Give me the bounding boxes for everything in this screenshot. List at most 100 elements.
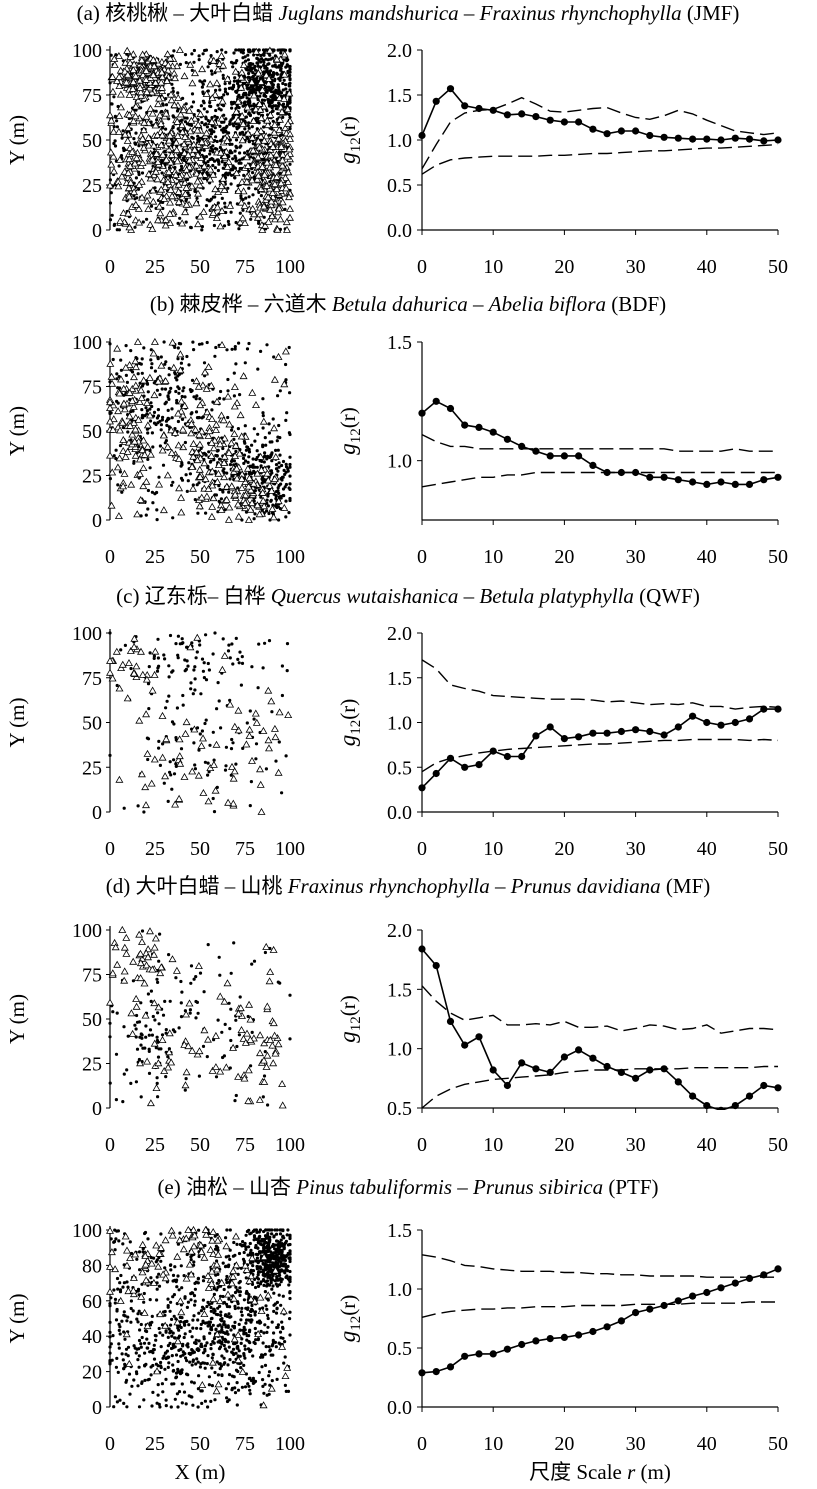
point-dot: [243, 1356, 247, 1360]
point-dot: [176, 653, 180, 657]
point-dot: [234, 159, 239, 163]
observed-point: [660, 473, 668, 481]
point-dot: [163, 657, 167, 661]
point-triangle: [249, 146, 258, 154]
point-dot: [190, 105, 194, 109]
point-triangle: [265, 481, 274, 489]
point-dot: [225, 1228, 229, 1232]
point-dot: [167, 664, 171, 668]
point-dot: [286, 1228, 290, 1232]
point-dot: [162, 781, 166, 785]
observed-point: [632, 127, 640, 135]
point-dot: [203, 48, 207, 53]
point-dot: [243, 1244, 247, 1248]
point-dot: [161, 463, 166, 467]
point-triangle: [133, 510, 142, 518]
point-triangle: [137, 770, 146, 778]
point-dot: [118, 470, 122, 474]
point-triangle: [194, 771, 203, 779]
observed-point: [717, 1106, 725, 1110]
point-dot: [161, 1013, 166, 1017]
point-dot: [288, 100, 292, 104]
observed-point: [589, 125, 597, 133]
point-dot: [242, 1325, 246, 1329]
point-triangle: [218, 207, 226, 214]
point-triangle: [131, 216, 140, 224]
point-triangle: [278, 1079, 287, 1087]
point-dot: [211, 730, 215, 734]
point-triangle: [227, 439, 236, 447]
point-dot: [149, 1276, 153, 1280]
point-triangle: [264, 736, 273, 744]
point-triangle: [126, 178, 135, 186]
panel-label: (a): [77, 1, 106, 25]
point-dot: [220, 48, 224, 52]
observed-point: [432, 769, 440, 778]
point-dot: [272, 1309, 276, 1313]
x-tick-label: 100: [275, 546, 305, 568]
point-dot: [178, 642, 182, 646]
observed-point: [774, 473, 782, 481]
point-dot: [169, 1263, 173, 1267]
point-dot: [222, 470, 226, 475]
point-triangle: [224, 798, 233, 806]
y-label-argument: (r): [336, 407, 360, 428]
point-dot: [134, 1027, 138, 1031]
point-dot: [205, 340, 209, 345]
point-dot: [283, 1383, 287, 1387]
point-dot: [233, 1099, 237, 1103]
point-dot: [276, 48, 280, 52]
x-tick-label: 0: [105, 1433, 115, 1455]
point-triangle: [270, 180, 279, 188]
point-dot: [261, 414, 265, 418]
point-triangle: [248, 388, 257, 396]
point-dot: [232, 437, 236, 441]
point-dot: [133, 225, 137, 229]
point-triangle: [159, 431, 168, 439]
point-dot: [259, 60, 263, 64]
point-dot: [149, 348, 153, 352]
point-dot: [176, 1242, 180, 1246]
point-dot: [119, 358, 123, 362]
point-triangle: [130, 634, 139, 642]
point-dot: [117, 1342, 121, 1346]
observed-point: [475, 423, 483, 431]
point-dot: [137, 1405, 142, 1409]
point-dot: [222, 397, 226, 401]
observed-point: [503, 111, 511, 119]
point-dot: [202, 101, 206, 105]
point-dot: [286, 1389, 291, 1393]
point-dot: [237, 661, 241, 665]
point-triangle: [118, 660, 127, 668]
point-dot: [150, 490, 154, 494]
point-dot: [275, 72, 279, 76]
point-dot: [265, 1330, 269, 1334]
species-separator: –: [490, 874, 511, 898]
point-dot: [157, 739, 161, 744]
point-dot: [288, 48, 292, 52]
point-dot: [265, 457, 269, 461]
point-dot: [263, 1290, 267, 1294]
point-dot: [179, 747, 184, 751]
point-triangle: [195, 1047, 204, 1055]
point-dot: [247, 186, 251, 190]
point-triangle: [167, 448, 176, 456]
species-latin-1: Pinus tabuliformis: [295, 1175, 452, 1199]
point-triangle: [219, 174, 228, 182]
point-dot: [285, 1233, 289, 1237]
point-triangle: [216, 148, 225, 156]
point-dot: [240, 655, 244, 659]
point-triangle: [214, 460, 223, 469]
point-dot: [164, 360, 168, 364]
point-dot: [194, 1338, 198, 1342]
point-dot: [257, 48, 261, 52]
point-triangle: [204, 363, 213, 370]
point-dot: [224, 1255, 228, 1259]
point-triangle: [116, 426, 124, 434]
point-triangle: [166, 54, 175, 62]
point-triangle: [115, 72, 124, 80]
point-dot: [243, 424, 247, 428]
point-dot: [136, 1358, 140, 1362]
